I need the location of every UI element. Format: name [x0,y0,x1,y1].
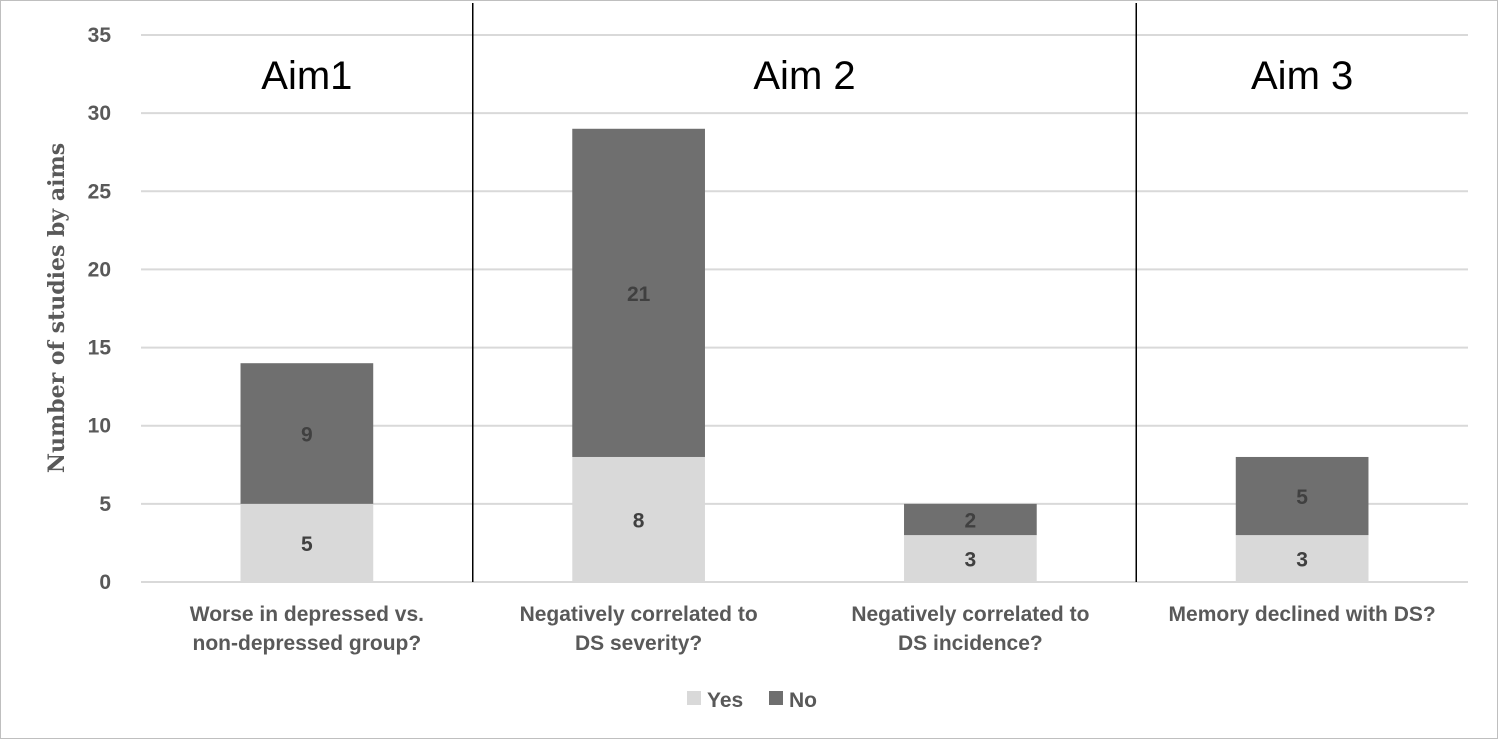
bar-segment-yes [572,456,705,582]
bar-segment-no [240,363,374,504]
y-tick-label: 20 [88,258,111,281]
bar-segment-yes [240,503,374,582]
bar-segment-yes [904,535,1037,582]
bars: 5 9 8 21 3 2 3 5 [240,128,1369,582]
y-tick-label: 10 [88,415,111,438]
legend-label-yes: Yes [707,689,743,712]
aim-labels: Aim1 Aim 2 Aim 3 [261,54,1353,98]
y-tick-labels: 0 5 10 15 20 25 30 35 [88,24,112,594]
x-category-label: Worse in depressed vs. non-depressed grou… [190,603,424,655]
bar-segment-yes [1235,535,1369,582]
x-category-labels: Worse in depressed vs. non-depressed grou… [190,603,1436,655]
data-label: 3 [965,549,977,572]
aim-label: Aim 2 [753,54,855,98]
legend-swatch-yes [687,691,701,705]
y-tick-label: 15 [88,337,112,360]
bar-segment-no [1235,456,1369,536]
x-category-label: Memory declined with DS? [1169,603,1436,626]
y-tick-label: 35 [88,24,112,47]
bar-segment-no [572,128,705,457]
data-label: 3 [1296,549,1308,572]
y-tick-label: 5 [99,493,111,516]
y-tick-label: 0 [99,571,111,594]
legend-label-no: No [789,689,817,712]
aim-dividers [472,3,1137,582]
y-tick-label: 30 [88,102,111,125]
data-label: 8 [633,509,645,532]
x-category-label: Negatively correlated to DS incidence? [851,603,1089,655]
data-label: 9 [301,424,313,447]
aim-label: Aim1 [261,54,352,98]
legend: Yes No [687,689,817,712]
data-label: 5 [301,533,313,556]
data-label: 5 [1296,486,1308,509]
x-category-label: Negatively correlated to DS severity? [520,603,758,655]
y-axis-label: Number of studies by aims [44,143,70,473]
aim-label: Aim 3 [1251,54,1353,98]
data-label: 2 [965,509,977,532]
data-label: 21 [627,283,651,306]
y-tick-label: 25 [88,180,112,203]
bar-segment-no [904,503,1037,536]
legend-swatch-no [769,691,783,705]
